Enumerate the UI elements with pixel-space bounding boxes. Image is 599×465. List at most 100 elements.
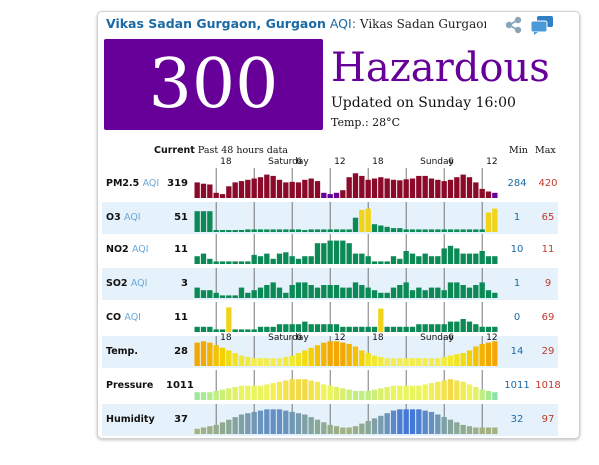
- history-bar[interactable]: [333, 192, 340, 198]
- history-bar[interactable]: [428, 178, 435, 199]
- history-bar[interactable]: [327, 240, 333, 264]
- history-bar[interactable]: [409, 178, 416, 199]
- history-bar[interactable]: [194, 342, 200, 366]
- history-bar[interactable]: [473, 346, 479, 367]
- history-bar[interactable]: [378, 308, 384, 332]
- history-bar[interactable]: [422, 290, 428, 298]
- history-bar[interactable]: [340, 388, 346, 400]
- history-bar[interactable]: [308, 229, 314, 232]
- history-bar[interactable]: [473, 229, 479, 232]
- history-bar[interactable]: [473, 285, 479, 298]
- history-bar[interactable]: [492, 427, 498, 435]
- history-bar[interactable]: [245, 292, 251, 298]
- history-bar[interactable]: [492, 256, 498, 264]
- table-row[interactable]: Temp. 28 14 29: [102, 336, 558, 368]
- history-bar[interactable]: [232, 261, 238, 264]
- history-bar[interactable]: [384, 413, 390, 434]
- history-bar[interactable]: [245, 261, 251, 264]
- history-bar[interactable]: [479, 282, 485, 298]
- history-bar[interactable]: [333, 426, 340, 434]
- history-bar[interactable]: [314, 229, 321, 232]
- history-bar[interactable]: [346, 287, 352, 298]
- history-bar[interactable]: [245, 179, 251, 198]
- history-bar[interactable]: [302, 321, 308, 332]
- history-bar[interactable]: [371, 418, 378, 434]
- history-bar[interactable]: [460, 174, 466, 198]
- history-bar[interactable]: [295, 324, 302, 332]
- history-bar[interactable]: [219, 347, 226, 366]
- history-bar[interactable]: [409, 290, 416, 298]
- history-bar[interactable]: [340, 287, 346, 298]
- history-bar[interactable]: [270, 258, 276, 264]
- history-bar[interactable]: [264, 409, 270, 434]
- history-bar[interactable]: [270, 229, 276, 232]
- history-bar[interactable]: [226, 419, 232, 434]
- history-bar[interactable]: [207, 326, 213, 332]
- history-bar[interactable]: [441, 356, 447, 366]
- history-bar[interactable]: [232, 182, 238, 198]
- history-bar[interactable]: [365, 287, 371, 298]
- history-bar[interactable]: [466, 384, 473, 400]
- history-bar[interactable]: [321, 285, 327, 298]
- history-bar[interactable]: [365, 179, 371, 198]
- history-bar[interactable]: [409, 326, 416, 332]
- history-bar[interactable]: [447, 321, 454, 332]
- history-bar[interactable]: [257, 256, 264, 264]
- share-icon[interactable]: [504, 16, 524, 34]
- history-bar[interactable]: [492, 392, 498, 400]
- table-row[interactable]: Humidity 37 32 97: [102, 404, 558, 436]
- history-bar[interactable]: [226, 230, 232, 232]
- history-bar[interactable]: [340, 229, 346, 232]
- history-bar[interactable]: [466, 426, 473, 434]
- history-bar[interactable]: [302, 230, 308, 232]
- history-bar[interactable]: [390, 228, 397, 232]
- history-bar[interactable]: [219, 295, 226, 298]
- history-bar[interactable]: [378, 388, 384, 400]
- history-bar[interactable]: [251, 229, 257, 232]
- history-bar[interactable]: [232, 417, 238, 434]
- table-row[interactable]: PM2.5 AQI 319 284 420: [102, 168, 558, 200]
- history-bar[interactable]: [289, 256, 295, 264]
- history-bar[interactable]: [454, 321, 460, 332]
- history-bar[interactable]: [283, 182, 289, 198]
- history-bar[interactable]: [232, 295, 238, 298]
- history-bar[interactable]: [340, 326, 346, 332]
- history-bar[interactable]: [479, 389, 485, 400]
- history-bar[interactable]: [397, 358, 403, 366]
- history-bar[interactable]: [454, 282, 460, 298]
- history-bar[interactable]: [416, 175, 422, 198]
- history-bar[interactable]: [485, 256, 492, 264]
- history-bar[interactable]: [251, 254, 257, 264]
- history-bar[interactable]: [359, 285, 365, 298]
- history-bar[interactable]: [327, 324, 333, 332]
- history-bar[interactable]: [435, 324, 441, 332]
- history-bar[interactable]: [460, 381, 466, 400]
- history-bar[interactable]: [295, 182, 302, 198]
- history-bar[interactable]: [397, 326, 403, 332]
- history-bar[interactable]: [365, 256, 371, 264]
- history-bar[interactable]: [384, 358, 390, 366]
- history-bar[interactable]: [409, 358, 416, 366]
- history-bar[interactable]: [473, 253, 479, 264]
- history-bar[interactable]: [219, 230, 226, 232]
- history-bar[interactable]: [428, 287, 435, 298]
- history-bar[interactable]: [289, 379, 295, 400]
- history-bar[interactable]: [409, 253, 416, 264]
- history-bar[interactable]: [422, 358, 428, 366]
- history-bar[interactable]: [219, 422, 226, 434]
- history-bar[interactable]: [276, 179, 283, 198]
- history-bar[interactable]: [207, 342, 213, 366]
- history-bar[interactable]: [460, 253, 466, 264]
- history-bar[interactable]: [264, 174, 270, 198]
- history-bar[interactable]: [264, 285, 270, 298]
- history-bar[interactable]: [314, 419, 321, 434]
- history-bar[interactable]: [441, 229, 447, 232]
- history-bar[interactable]: [295, 353, 302, 366]
- history-bar[interactable]: [321, 324, 327, 332]
- history-bar[interactable]: [219, 389, 226, 400]
- history-bar[interactable]: [460, 319, 466, 332]
- history-bar[interactable]: [308, 285, 314, 298]
- history-bar[interactable]: [447, 179, 454, 198]
- history-bar[interactable]: [352, 253, 359, 264]
- history-bar-chart[interactable]: [194, 404, 498, 436]
